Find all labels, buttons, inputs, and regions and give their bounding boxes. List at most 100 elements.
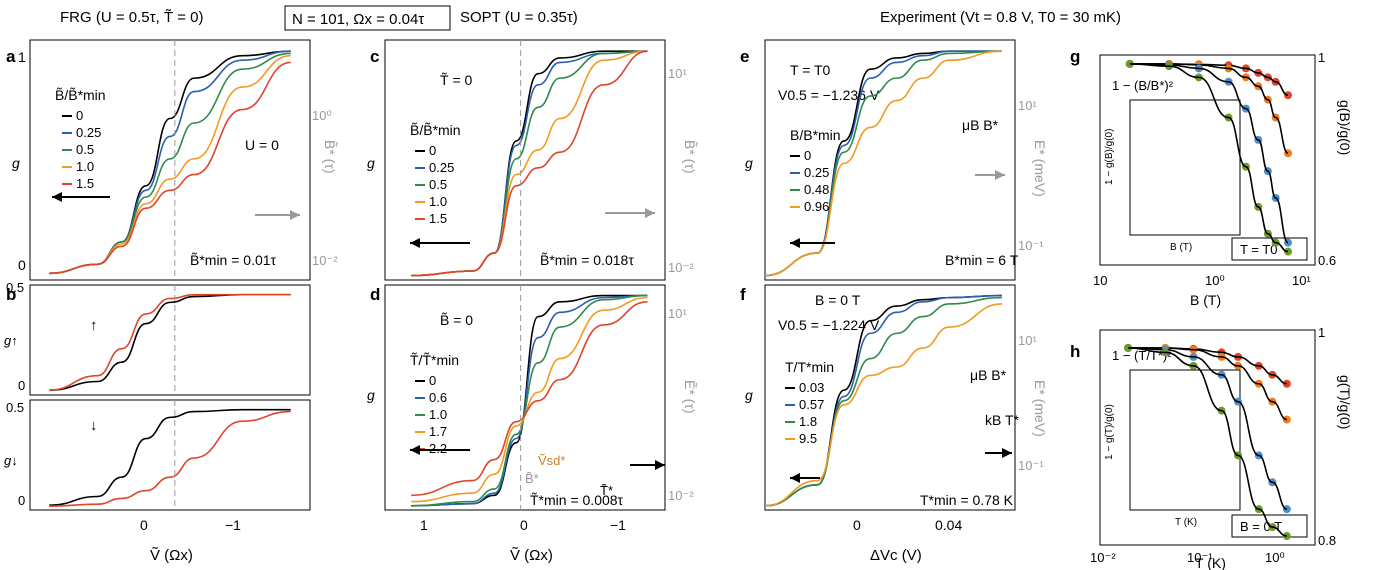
panel-b-up-series-0: [49, 293, 291, 391]
panel-b-ytick-up: 0.5: [6, 280, 24, 295]
panel-b-ylabel-down: g↓: [4, 453, 18, 468]
panel-d-legend-title: T̃/T̃*min: [410, 352, 459, 368]
panel-f-xtick-1: 0.04: [935, 517, 962, 533]
panel-f-annot-v05: V0.5 = −1.224 V: [778, 317, 880, 333]
panel-f-right-tick-0: 10¹: [1018, 333, 1037, 348]
panel-d-annot-vsd: Ṽsd*: [538, 453, 565, 468]
panel-c-legend-title: B̃/B̃*min: [410, 122, 461, 138]
panel-d-annot-tmin: T̃*min = 0.008τ: [530, 492, 624, 508]
panel-h-fit-3: [1128, 347, 1287, 537]
panel-e-legend-label-0: 0: [804, 148, 811, 163]
panel-a-frame: [29, 39, 311, 281]
panel-a-right-tick-1: 10⁻²: [312, 253, 338, 268]
panel-d-right-arrow-head: [655, 460, 665, 470]
panel-g-xtick-0: 10: [1093, 273, 1107, 288]
panel-f-legend-label-3: 9.5: [799, 431, 817, 446]
panel-a-annot-bmin: B̃*min = 0.01τ: [190, 252, 277, 268]
panel-f-frame: [764, 284, 1016, 511]
panel-d-legend-label-4: 2.2: [429, 441, 447, 456]
panel-c-legend-label-4: 1.5: [429, 211, 447, 226]
panel-c-ylabel: g: [367, 155, 375, 171]
panel-e-right-tick-0: 10¹: [1018, 98, 1037, 113]
panel-a-legend-label-0: 0: [76, 108, 83, 123]
panel-d-series-1: [411, 294, 648, 507]
panel-g-fit-3: [1129, 63, 1289, 253]
panel-h-inset-frame: [1129, 369, 1241, 511]
header-sopt: SOPT (U = 0.35τ): [460, 9, 578, 26]
panel-g-letter: g: [1070, 47, 1080, 66]
panel-h-inset-ylabel: 1 − g(T)/g(0): [1104, 404, 1115, 460]
panel-e-left-arrow-head: [790, 238, 800, 248]
panel-d-annot-bstar: B̃*: [525, 471, 539, 486]
panel-g-inset-ylabel: 1 − g(B)/g(0): [1104, 129, 1115, 185]
panel-f-xlabel: ΔVc (V): [870, 547, 922, 564]
panel-g-boxlabel: T = T0: [1240, 242, 1277, 257]
panel-g-right-label: g(B)/g(0): [1337, 100, 1353, 155]
panel-g-inset-frame: [1129, 99, 1241, 236]
panel-d-annot-b0: B̃ = 0: [440, 312, 473, 328]
panel-d-xlabel: Ṽ (Ωx): [510, 547, 553, 564]
panel-g-fit-1: [1129, 63, 1289, 155]
panel-c-left-arrow-head: [410, 238, 420, 248]
panel-e-series-3: [764, 50, 1002, 277]
panel-d-series-4: [411, 301, 648, 497]
panel-d-letter: d: [370, 285, 380, 304]
panel-g-xtick-2: 10¹: [1292, 273, 1311, 288]
panel-e-legend-label-3: 0.96: [804, 199, 829, 214]
panel-e-annot-t: T = T0: [790, 62, 831, 78]
header-params: N = 101, Ωx = 0.04τ: [292, 11, 424, 28]
panel-a-legend-label-4: 1.5: [76, 176, 94, 191]
panel-h-right-label: g(T)/g(0): [1337, 375, 1353, 429]
panel-g-inset-xlabel: B (T): [1170, 242, 1192, 253]
panel-c-right-tick-1: 10⁻²: [668, 260, 694, 275]
panel-d-xtick-0: 1: [420, 517, 428, 533]
panel-e-frame: [764, 39, 1016, 281]
panel-h-xtick-1: 10⁻¹: [1187, 550, 1213, 565]
panel-f-legend-label-2: 1.8: [799, 414, 817, 429]
panel-b-xlabel: Ṽ (Ωx): [150, 547, 193, 564]
panel-g-fit-2: [1129, 63, 1289, 244]
panel-c-legend-label-2: 0.5: [429, 177, 447, 192]
panel-h-right-tick-1: 0.8: [1318, 533, 1336, 548]
panel-e-letter: e: [740, 47, 749, 66]
header-exp: Experiment (Vt = 0.8 V, T0 = 30 mK): [880, 9, 1121, 26]
panel-e-legend-title: B/B*min: [790, 127, 841, 143]
panel-b-ytick-up0: 0: [18, 378, 25, 393]
panel-b-letter: b: [6, 285, 16, 304]
panel-a-legend-label-3: 1.0: [76, 159, 94, 174]
panel-c-legend-label-0: 0: [429, 143, 436, 158]
panel-a-ytick-0: 0: [18, 257, 26, 273]
panel-f-legend-label-1: 0.57: [799, 397, 824, 412]
panel-g-frame: [1099, 54, 1316, 266]
panel-f-right-tick-1: 10⁻¹: [1018, 458, 1044, 473]
panel-h-xlabel: T (K): [1195, 555, 1226, 570]
panel-e-series-1: [764, 50, 1002, 277]
panel-f-series-3: [764, 303, 1002, 507]
panel-b-ytick-down: 0.5: [6, 400, 24, 415]
panel-f-annot-b: B = 0 T: [815, 292, 861, 308]
panel-d-legend-label-0: 0: [429, 373, 436, 388]
panel-a-ylabel: g: [12, 155, 20, 171]
panel-a-legend-title: B̃/B̃*min: [55, 87, 106, 103]
panel-a-legend-label-1: 0.25: [76, 125, 101, 140]
panel-c-legend-label-1: 0.25: [429, 160, 454, 175]
panel-a-legend-label-2: 0.5: [76, 142, 94, 157]
panel-c-letter: c: [370, 47, 379, 66]
panel-f-ylabel: g: [745, 387, 753, 403]
panel-f-xtick-0: 0: [853, 517, 861, 533]
panel-b-xtick-1: −1: [225, 517, 241, 533]
header-frg: FRG (U = 0.5τ, T̃ = 0): [60, 9, 203, 26]
panel-g-legend-line: 1 − (B/B*)²: [1112, 78, 1174, 93]
panel-f-annot-tmin: T*min = 0.78 K: [920, 492, 1014, 508]
panel-h-frame: [1099, 329, 1316, 546]
panel-e-annot-v05: V0.5 = −1.236 V: [778, 87, 880, 103]
panel-d-series-2: [411, 294, 648, 507]
panel-d-right-label: Ẽ* (τ): [682, 380, 698, 414]
panel-g-right-tick-0: 1: [1318, 50, 1325, 65]
panel-c-legend-label-3: 1.0: [429, 194, 447, 209]
panel-g-xtick-1: 10⁰: [1205, 273, 1225, 288]
panel-f-annot-kbt: kB T*: [985, 412, 1020, 428]
panel-h-right-tick-0: 1: [1318, 325, 1325, 340]
panel-b-down-frame: [29, 399, 311, 511]
